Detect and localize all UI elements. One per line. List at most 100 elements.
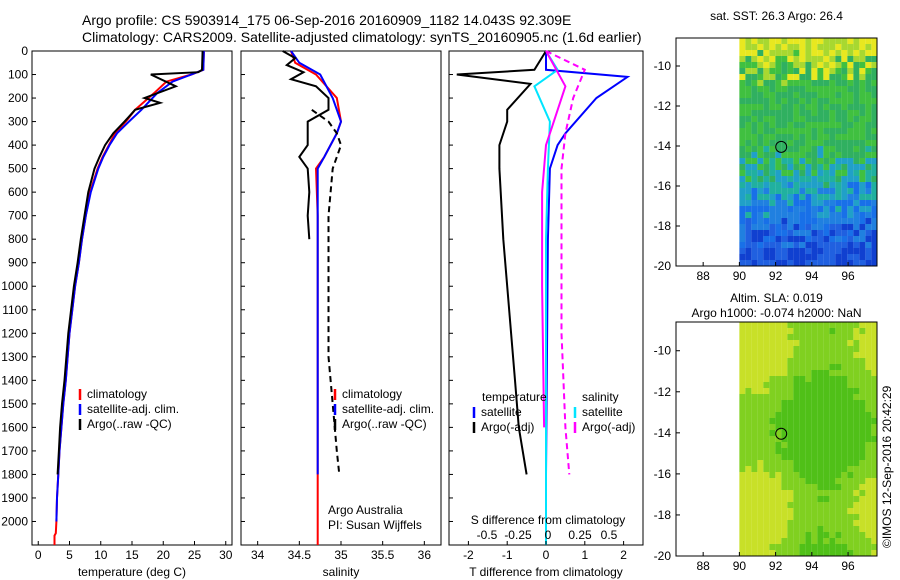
- sla-map-cell: [835, 484, 842, 490]
- sla-map-cell: [769, 418, 776, 424]
- sla-map-cell: [751, 346, 758, 352]
- sst-map-cell: [835, 182, 842, 188]
- sst-map-cell: [835, 260, 842, 266]
- sla-map-cell: [739, 460, 746, 466]
- sla-map-cell: [781, 454, 788, 460]
- difference-top-tick-label: 0: [545, 528, 552, 542]
- temperature-axes-frame: [31, 50, 233, 546]
- sst-map-cell: [811, 248, 818, 254]
- sst-map-cell: [781, 224, 788, 230]
- sla-map-cell: [841, 406, 848, 412]
- sst-map-cell: [787, 38, 794, 44]
- sla-map-cell: [787, 514, 794, 520]
- salinity-xlabel: salinity: [323, 565, 360, 579]
- sst-map-cell: [745, 242, 752, 248]
- sla-map-cell: [865, 328, 872, 334]
- sla-map-cell: [859, 418, 866, 424]
- sst-map-cell: [871, 146, 877, 152]
- depth-tick-label: 700: [8, 209, 28, 223]
- sla-map-cell: [811, 436, 818, 442]
- sst-map-cell: [853, 152, 860, 158]
- sst-map-cell: [859, 224, 866, 230]
- sla-map-cell: [775, 352, 782, 358]
- sla-map-cell: [835, 406, 842, 412]
- sst-map-cell: [757, 164, 764, 170]
- sst-map-cell: [787, 140, 794, 146]
- sla-map-cell: [811, 376, 818, 382]
- sst-map-cell: [793, 140, 800, 146]
- sla-map-cell: [859, 424, 866, 430]
- sla-map-cell: [775, 544, 782, 550]
- sla-map-cell: [835, 466, 842, 472]
- sla-map-cell: [811, 520, 818, 526]
- sst-map-cell: [841, 116, 848, 122]
- sla-map-cell: [757, 370, 764, 376]
- sla-map-cell: [799, 376, 806, 382]
- sst-map-cell: [751, 62, 758, 68]
- sst-map-cell: [817, 170, 824, 176]
- sst-map-cell: [865, 86, 872, 92]
- sst-map-cell: [847, 44, 854, 50]
- sla-map-cell: [823, 430, 830, 436]
- sla-map-cell: [865, 550, 872, 556]
- sla-map-cell: [799, 538, 806, 544]
- sst-map-cell: [859, 80, 866, 86]
- sst-map-cell: [763, 140, 770, 146]
- sla-map-cell: [745, 388, 752, 394]
- sst-map-cell: [841, 80, 848, 86]
- sst-map-cell: [853, 104, 860, 110]
- sla-map-cell: [739, 412, 746, 418]
- sla-map-cell: [793, 448, 800, 454]
- sla-map-cell: [805, 358, 812, 364]
- sst-map-cell: [799, 254, 806, 260]
- sla-map-cell: [865, 364, 872, 370]
- sla-map-cell: [853, 430, 860, 436]
- sst-map-cell: [841, 230, 848, 236]
- sst-map-cell: [763, 260, 770, 266]
- sla-map-cell: [775, 394, 782, 400]
- sla-map-cell: [829, 334, 836, 340]
- sst-map-cell: [763, 50, 770, 56]
- sla-map-cell: [853, 550, 860, 556]
- sst-map-cell: [793, 62, 800, 68]
- sst-map-cell: [793, 164, 800, 170]
- sla-map-cell: [787, 334, 794, 340]
- sla-map-cell: [871, 496, 877, 502]
- depth-tick-label: 400: [8, 138, 28, 152]
- sst-map-cell: [799, 140, 806, 146]
- sst-map-cell: [847, 224, 854, 230]
- depth-tick-label: 900: [8, 256, 28, 270]
- sst-map-cell: [751, 122, 758, 128]
- sla-map-cell: [847, 466, 854, 472]
- sla-map-cell: [781, 532, 788, 538]
- sst-map-cell: [841, 260, 848, 266]
- sla-map-cell: [847, 496, 854, 502]
- sst-map-cell: [817, 86, 824, 92]
- sst-map-cell: [739, 254, 746, 260]
- sst-map-cell: [829, 224, 836, 230]
- sla-map-cell: [775, 346, 782, 352]
- sst-map-cell: [853, 200, 860, 206]
- sla-map-cell: [751, 508, 758, 514]
- sla-map-cell: [829, 454, 836, 460]
- sst-map-cell: [757, 218, 764, 224]
- sla-map-cell: [781, 394, 788, 400]
- sst-map-cell: [823, 176, 830, 182]
- sst-map-cell: [865, 110, 872, 116]
- sla-map-cell: [787, 544, 794, 550]
- sst-map-cell: [817, 158, 824, 164]
- sst-map-cell: [847, 170, 854, 176]
- sst-map-cell: [799, 86, 806, 92]
- sst-map-cell: [835, 44, 842, 50]
- sst-map-cell: [865, 146, 872, 152]
- sla-map-cell: [745, 436, 752, 442]
- sla-map-cell: [763, 442, 770, 448]
- sla-map-cell: [793, 424, 800, 430]
- sst-map-cell: [745, 182, 752, 188]
- sst-map-cell: [739, 98, 746, 104]
- sla-map-cell: [751, 514, 758, 520]
- sla-map-cell: [847, 418, 854, 424]
- sst-map-cell: [841, 110, 848, 116]
- sst-map-cell: [805, 104, 812, 110]
- sla-map-cell: [871, 388, 877, 394]
